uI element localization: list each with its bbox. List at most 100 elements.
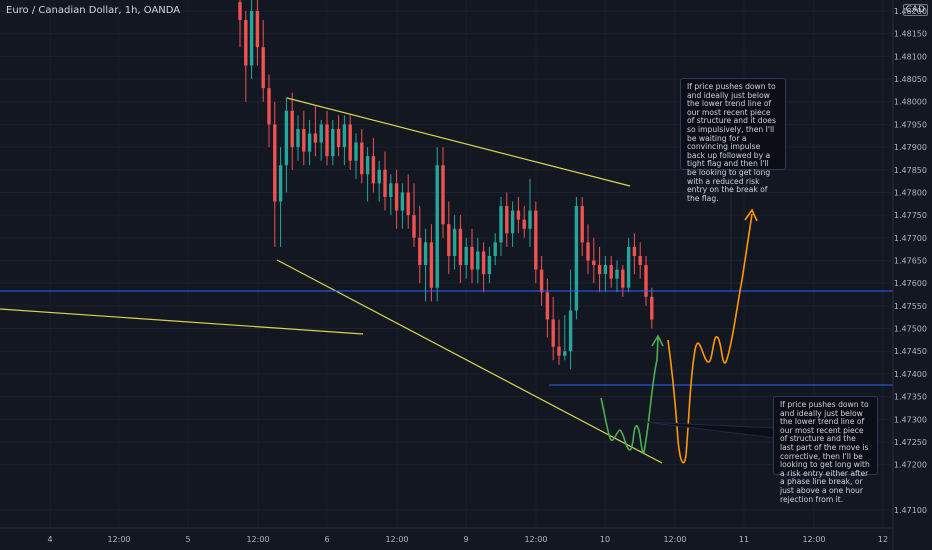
candle-body xyxy=(551,319,555,347)
note-upper: If price pushes down to and ideally just… xyxy=(680,78,786,203)
x-tick-label: 12:00 xyxy=(802,535,825,544)
scenario-path-orange xyxy=(667,213,753,464)
candle-body xyxy=(493,242,497,256)
candle-body xyxy=(621,269,625,288)
candle-body xyxy=(470,246,474,270)
candle-body xyxy=(574,206,579,311)
candle-body xyxy=(650,296,654,320)
candle-body xyxy=(406,192,410,216)
currency-badge-label: CAD xyxy=(902,4,928,16)
candle-body xyxy=(354,142,358,161)
candle-body xyxy=(545,292,550,320)
y-tick-label: 1.47750 xyxy=(894,211,927,220)
candle-body xyxy=(400,192,405,211)
candle-body xyxy=(244,20,248,66)
candle-body xyxy=(389,183,393,197)
arrow-head-green xyxy=(651,334,664,347)
support-trend-line xyxy=(0,308,364,335)
y-tick-label: 1.47650 xyxy=(894,257,927,266)
candle-body xyxy=(273,124,277,202)
candle-body xyxy=(516,210,521,220)
x-tick-label: 12:00 xyxy=(385,535,408,544)
candle-body xyxy=(360,142,364,175)
y-tick-label: 1.48050 xyxy=(894,75,927,84)
candle-body xyxy=(249,11,254,66)
candle-body xyxy=(441,165,445,225)
candle-body xyxy=(510,210,515,234)
candle-body xyxy=(342,124,347,148)
x-tick-label: 10 xyxy=(600,535,610,544)
candle-body xyxy=(319,124,323,143)
candle-body xyxy=(313,133,318,143)
y-tick-label: 1.47300 xyxy=(894,415,927,424)
x-tick-label: 12 xyxy=(878,535,888,544)
y-tick-labels: 1.47100 1.47200 1.47250 1.47300 1.47350 1.474… xyxy=(894,7,927,515)
candle-body xyxy=(383,169,387,197)
candle-body xyxy=(418,237,422,266)
candle-body xyxy=(267,88,271,125)
candle-body xyxy=(632,246,637,256)
candle-body xyxy=(563,351,567,356)
candle-body xyxy=(371,156,376,184)
candle-body xyxy=(238,1,242,21)
note-lower: If price pushes down to and ideally just… xyxy=(773,396,878,503)
x-tick-label: 4 xyxy=(47,535,52,544)
x-tick-labels: 4 12:00 5 12:00 6 12:00 9 12:00 10 12:00 11 12:00 12 xyxy=(47,535,888,544)
upper-trend-line xyxy=(286,97,631,187)
candle-body xyxy=(365,156,370,175)
y-tick-label: 1.47900 xyxy=(894,143,927,152)
candle-body xyxy=(429,242,434,288)
x-tick-label: 12:00 xyxy=(663,535,686,544)
candle-body xyxy=(447,224,451,256)
candle-body xyxy=(261,47,265,89)
y-tick-label: 1.47700 xyxy=(894,234,927,243)
x-tick-label: 5 xyxy=(185,535,190,544)
candle-body xyxy=(597,265,602,275)
candle-body xyxy=(284,110,289,166)
x-tick-label: 12:00 xyxy=(246,535,269,544)
candle-body xyxy=(609,265,613,279)
candle-body xyxy=(290,110,294,148)
y-tick-label: 1.47250 xyxy=(894,438,927,447)
candle-body xyxy=(638,255,642,266)
candles xyxy=(238,0,654,370)
arrow-head-orange xyxy=(744,208,758,222)
currency-badge[interactable]: CAD xyxy=(902,4,928,16)
y-tick-label: 1.47100 xyxy=(894,506,927,515)
candle-body xyxy=(505,206,509,234)
candle-body xyxy=(592,260,596,266)
candle-body xyxy=(296,128,300,148)
scenario-path-green xyxy=(600,337,659,453)
candle-body xyxy=(568,310,573,352)
x-tick-label: 9 xyxy=(463,535,468,544)
x-tick-label: 11 xyxy=(739,535,749,544)
y-tick-label: 1.47950 xyxy=(894,120,927,129)
candle-body xyxy=(586,242,590,261)
candle-body xyxy=(615,269,619,279)
lower-trend-line xyxy=(276,259,663,464)
candle-body xyxy=(458,228,463,266)
y-tick-label: 1.47350 xyxy=(894,393,927,402)
candle-body xyxy=(499,206,503,243)
candle-body xyxy=(435,165,439,288)
y-tick-label: 1.47500 xyxy=(894,325,927,334)
y-tick-label: 1.48000 xyxy=(894,98,927,107)
candle-body xyxy=(452,228,457,256)
candle-body xyxy=(302,128,306,152)
candle-body xyxy=(522,219,526,229)
candle-body xyxy=(307,133,312,152)
candle-body xyxy=(423,242,428,266)
x-tick-label: 12:00 xyxy=(524,535,547,544)
candle-body xyxy=(476,251,480,270)
y-tick-label: 1.47850 xyxy=(894,166,927,175)
drawings xyxy=(0,97,893,464)
y-tick-label: 1.48150 xyxy=(894,30,927,39)
y-tick-label: 1.47400 xyxy=(894,370,927,379)
y-tick-label: 1.48100 xyxy=(894,52,927,61)
candle-body xyxy=(325,124,329,157)
candle-body xyxy=(377,169,381,184)
candle-body xyxy=(534,210,538,270)
y-tick-label: 1.47450 xyxy=(894,347,927,356)
candle-body xyxy=(336,128,341,148)
